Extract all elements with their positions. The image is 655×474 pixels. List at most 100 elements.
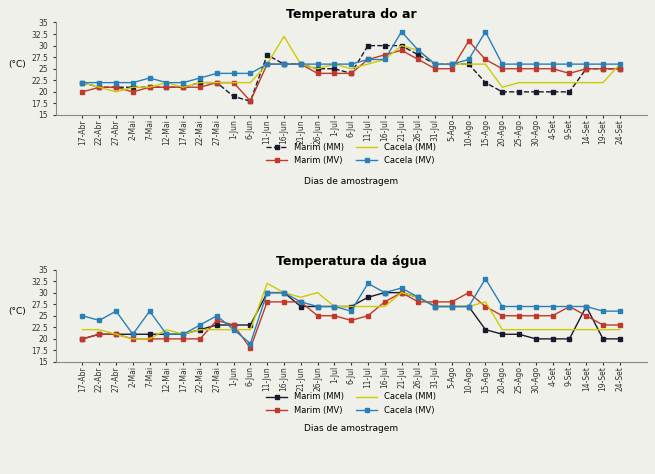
Marim (MV) [162,336,170,342]
Marim (MM) [364,43,372,48]
Marim (MM) [549,336,557,342]
Cacela (MM) [515,80,523,85]
Marim (MM) [515,89,523,95]
Marim (MM) [196,80,204,85]
Marim (MV) [280,299,288,305]
Cacela (MV) [431,304,439,310]
Line: Cacela (MV): Cacela (MV) [81,277,622,345]
Cacela (MV) [448,304,456,310]
Cacela (MV) [196,322,204,328]
Line: Marim (MM): Marim (MM) [81,291,622,341]
Cacela (MM) [347,304,355,310]
Marim (MM) [179,331,187,337]
Line: Marim (MV): Marim (MV) [81,291,622,350]
Cacela (MM) [498,327,506,332]
Cacela (MV) [347,308,355,314]
Marim (MM) [431,304,439,310]
Cacela (MV) [179,80,187,85]
Marim (MM) [448,61,456,67]
Marim (MM) [565,336,573,342]
Marim (MM) [448,304,456,310]
Marim (MV) [196,84,204,90]
Cacela (MM) [398,290,405,295]
Cacela (MM) [565,327,573,332]
Cacela (MV) [515,304,523,310]
Marim (MV) [616,66,624,72]
Marim (MM) [431,61,439,67]
Marim (MV) [230,80,238,85]
Marim (MM) [599,66,607,72]
Cacela (MM) [145,336,153,342]
Marim (MV) [246,345,254,351]
Cacela (MM) [532,80,540,85]
Cacela (MM) [347,66,355,72]
Marim (MM) [314,66,322,72]
Cacela (MM) [582,80,590,85]
Marim (MV) [431,299,439,305]
Cacela (MM) [297,61,305,67]
Cacela (MV) [162,331,170,337]
Marim (MM) [297,304,305,310]
Cacela (MM) [498,84,506,90]
Marim (MM) [246,322,254,328]
Marim (MV) [314,71,322,76]
Cacela (MV) [448,61,456,67]
Cacela (MM) [381,57,388,63]
Marim (MM) [179,84,187,90]
Cacela (MM) [213,327,221,332]
Cacela (MV) [565,304,573,310]
Marim (MM) [162,84,170,90]
Marim (MM) [582,304,590,310]
Marim (MM) [280,61,288,67]
Marim (MM) [297,61,305,67]
Marim (MM) [347,71,355,76]
Legend: Marim (MM), Marim (MV), Cacela (MM), Cacela (MV): Marim (MM), Marim (MV), Cacela (MM), Cac… [263,139,440,168]
Cacela (MV) [213,313,221,319]
Cacela (MM) [549,80,557,85]
Cacela (MV) [145,308,153,314]
Title: Temperatura do ar: Temperatura do ar [286,9,417,21]
Marim (MV) [565,71,573,76]
Cacela (MV) [162,80,170,85]
Marim (MM) [481,80,489,85]
Cacela (MV) [297,299,305,305]
Legend: Marim (MM), Marim (MV), Cacela (MM), Cacela (MV): Marim (MM), Marim (MV), Cacela (MM), Cac… [263,389,440,418]
Marim (MV) [297,61,305,67]
Cacela (MM) [96,84,103,90]
Cacela (MM) [79,327,86,332]
Cacela (MM) [314,66,322,72]
Cacela (MM) [364,61,372,67]
Marim (MV) [532,313,540,319]
Marim (MV) [582,66,590,72]
Marim (MV) [129,336,137,342]
Marim (MM) [616,336,624,342]
Marim (MV) [129,89,137,95]
Marim (MV) [498,313,506,319]
Marim (MM) [96,84,103,90]
Marim (MM) [565,89,573,95]
Marim (MM) [112,84,120,90]
Cacela (MM) [616,327,624,332]
Marim (MM) [96,331,103,337]
Cacela (MM) [162,327,170,332]
Cacela (MM) [280,34,288,39]
Cacela (MM) [330,61,338,67]
Cacela (MM) [565,80,573,85]
Marim (MV) [582,313,590,319]
Cacela (MV) [616,308,624,314]
X-axis label: Dias de amostragem: Dias de amostragem [304,424,398,433]
Cacela (MV) [481,29,489,35]
Cacela (MM) [162,80,170,85]
Marim (MV) [96,84,103,90]
Marim (MM) [79,336,86,342]
Marim (MV) [565,304,573,310]
Marim (MM) [498,331,506,337]
Cacela (MM) [246,80,254,85]
Cacela (MV) [246,71,254,76]
Cacela (MM) [532,327,540,332]
Marim (MM) [381,290,388,295]
Cacela (MM) [213,80,221,85]
Y-axis label: (°C): (°C) [9,307,26,316]
Cacela (MM) [431,304,439,310]
Marim (MM) [532,89,540,95]
